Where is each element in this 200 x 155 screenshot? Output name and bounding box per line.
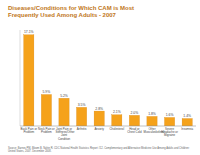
category-label: Severe Headache or Migraine bbox=[161, 128, 178, 138]
data-label: 3.5% bbox=[78, 103, 86, 107]
category-label: Arthritis bbox=[73, 128, 90, 131]
bar bbox=[94, 111, 104, 126]
source-note: Source: Barnes PM, Bloom B, Nahin R. CDC… bbox=[8, 147, 192, 153]
bar bbox=[112, 115, 122, 126]
data-label: 17.1% bbox=[24, 30, 34, 34]
category-label: Back Pain or Problem bbox=[20, 128, 37, 134]
y-axis-line bbox=[20, 30, 21, 126]
bar bbox=[24, 35, 34, 126]
bar bbox=[164, 117, 174, 126]
data-label: 2.0% bbox=[131, 111, 139, 115]
data-label: 1.6% bbox=[166, 113, 174, 117]
bar bbox=[147, 116, 157, 126]
category-label: Neck Pain or Problem bbox=[38, 128, 55, 134]
baseline bbox=[20, 126, 196, 127]
bar bbox=[41, 95, 51, 126]
bar bbox=[76, 107, 86, 126]
bar bbox=[59, 98, 69, 126]
category-label: Cholesterol bbox=[108, 128, 125, 131]
title: Diseases/Conditions for Which CAM is Mos… bbox=[8, 5, 148, 19]
data-label: 5.9% bbox=[43, 90, 51, 94]
data-label: 2.8% bbox=[95, 107, 103, 111]
bar bbox=[182, 119, 192, 126]
category-label: Joint Pain or Stiffness/Other Joint Cond… bbox=[56, 128, 73, 141]
chart: Diseases/Conditions for Which CAM is Mos… bbox=[0, 0, 200, 155]
data-label: 5.2% bbox=[60, 94, 68, 98]
bar bbox=[129, 115, 139, 126]
category-label: Anxiety bbox=[91, 128, 108, 131]
category-label: Head or Chest Cold bbox=[126, 128, 143, 134]
data-label: 1.8% bbox=[148, 112, 156, 116]
data-label: 1.4% bbox=[183, 114, 191, 118]
category-label: Insomnia bbox=[179, 128, 196, 131]
data-label: 2.1% bbox=[113, 110, 121, 114]
category-label: Other Musculoskeletal bbox=[144, 128, 161, 134]
bars bbox=[24, 35, 193, 126]
